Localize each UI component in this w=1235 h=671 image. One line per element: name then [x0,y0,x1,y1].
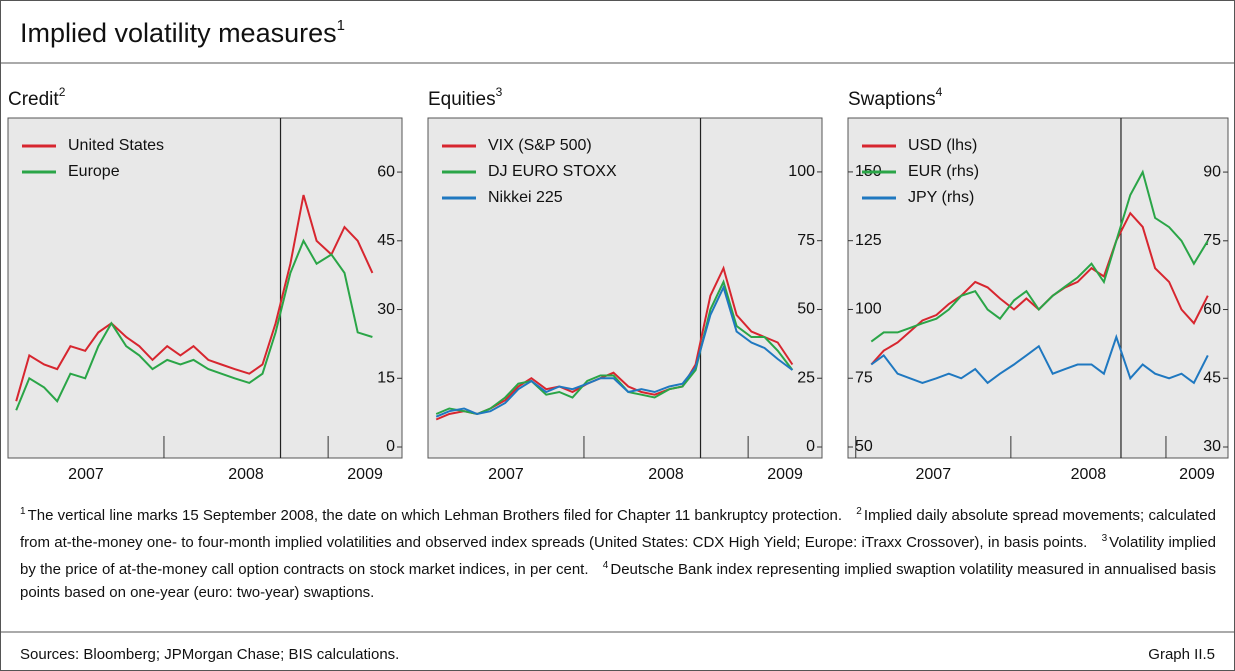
sources: Sources: Bloomberg; JPMorgan Chase; BIS … [20,646,400,663]
plot-area [847,117,1229,459]
x-tick-label: 2007 [68,466,104,483]
legend-label: Europe [68,163,120,180]
series-line [15,238,373,411]
legend-label: VIX (S&P 500) [488,137,592,154]
y-tick-label: 100 [855,301,882,318]
y-tick-label: 30 [1203,438,1221,455]
y-tick-label: 100 [788,163,815,180]
footnote-marker: 1 [20,506,26,517]
x-tick-label: 2009 [767,466,803,483]
footnote-marker: 2 [856,506,862,517]
series-line [435,284,793,418]
x-tick-label: 2007 [916,466,952,483]
y-tick-label: 60 [377,163,395,180]
y-tick-label: 75 [855,369,873,386]
legend-label: Nikkei 225 [488,189,563,206]
legend-label: United States [68,137,164,154]
y-tick-label: 30 [377,301,395,318]
series-line [15,194,374,402]
series-group [15,194,374,411]
series-line [870,333,1209,385]
main-title: Implied volatility measures1 [20,17,345,48]
panel-title-note: 4 [936,85,943,99]
graph-label: Graph II.5 [1148,646,1215,663]
y-tick-label: 50 [855,438,873,455]
title-note: 1 [337,17,345,34]
series-group [435,265,794,421]
footnote: 4 Deutsche Bank index representing implie… [20,560,1216,601]
panel-title-text: Credit [8,89,59,110]
legend-label: JPY (rhs) [908,189,974,206]
x-tick-label: 2009 [347,466,383,483]
x-tick-label: 2009 [1179,466,1215,483]
y-tick-label: 75 [797,232,815,249]
x-tick-label: 2007 [488,466,524,483]
y-tick-label: 15 [377,369,395,386]
title-text: Implied volatility measures [20,18,337,48]
legend-label: EUR (rhs) [908,163,979,180]
y-tick-label: 45 [1203,369,1221,386]
x-tick-label: 2008 [648,466,684,483]
y-tick-label: 25 [797,369,815,386]
footnote-marker: 4 [602,560,609,571]
y-tick-label: 45 [377,232,395,249]
y-tick-label: 125 [855,232,882,249]
y-tick-label: 60 [1203,301,1221,318]
footnotes: 1 The vertical line marks 15 September 20… [20,500,1216,604]
panel-title: Equities3 [428,85,503,110]
footnote: 1 The vertical line marks 15 September 20… [20,506,843,524]
footnote: 3 Volatility implied by the price of at-t… [20,533,1216,578]
y-tick-label: 50 [797,301,815,318]
plot-area [7,117,403,459]
panel-title: Swaptions4 [848,85,943,110]
footnote-text: Deutsche Bank index representing implied… [20,561,1216,601]
x-tick-label: 2008 [228,466,264,483]
y-tick-label: 0 [386,438,395,455]
panel-title-text: Equities [428,89,496,110]
footnote-marker: 3 [1101,533,1108,544]
panel-title-note: 2 [59,85,66,99]
footnote: 2 Implied daily absolute spread movements… [20,506,1216,551]
x-tick-label: 2008 [1071,466,1107,483]
legend-label: USD (lhs) [908,137,977,154]
legend-label: DJ EURO STOXX [488,163,617,180]
series-line [435,279,794,416]
footnote-text: Volatility implied by the price of at-th… [20,534,1216,578]
footnote-text: Implied daily absolute spread movements;… [20,507,1216,551]
y-tick-label: 75 [1203,232,1221,249]
y-tick-label: 90 [1203,163,1221,180]
series-line [870,169,1209,343]
y-tick-label: 0 [806,438,815,455]
panel-title: Credit2 [8,85,66,110]
series-group [870,169,1209,385]
panel-title-text: Swaptions [848,89,936,110]
footnote-text: The vertical line marks 15 September 200… [27,507,843,524]
plot-area [427,117,823,459]
panel-title-note: 3 [496,85,503,99]
